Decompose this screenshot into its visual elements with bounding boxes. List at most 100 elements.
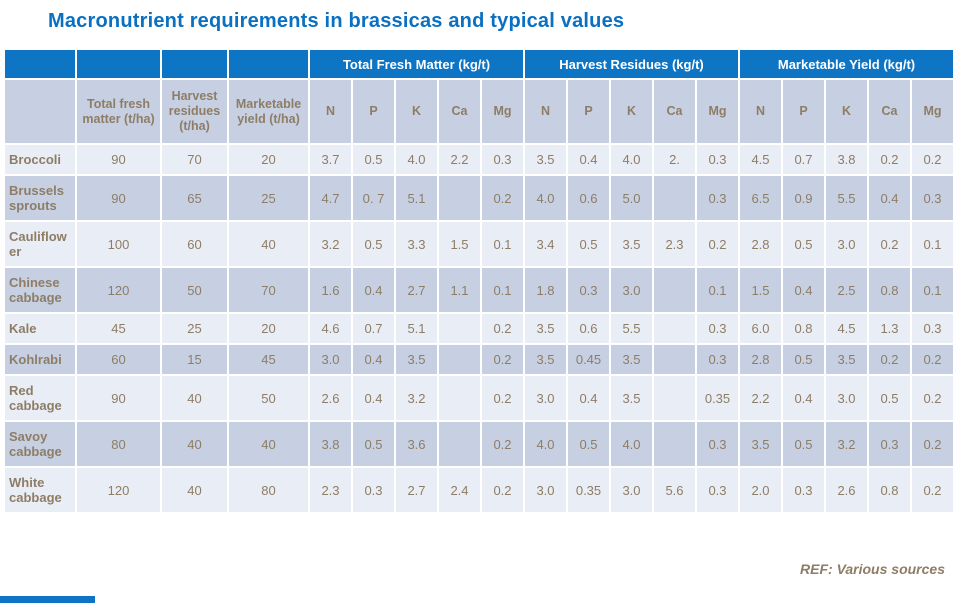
cell-my-2: 2.5 bbox=[826, 268, 867, 312]
group-header-marketable-yield: Marketable Yield (kg/t) bbox=[740, 50, 953, 78]
cell-tha-1: 40 bbox=[162, 422, 227, 466]
table-row: Savoy cabbage 80 40 40 3.8 0.5 3.6 0.2 4.0 0.5 4.0… bbox=[5, 422, 953, 466]
cell-tfm-1: 0.5 bbox=[353, 422, 394, 466]
cell-tfm-0: 3.0 bbox=[310, 345, 351, 374]
cell-tha-2: 45 bbox=[229, 345, 308, 374]
table-body: Broccoli 90 70 20 3.7 0.5 4.0 2.2 0.3 3.5 0.4 4.0 2.… bbox=[5, 145, 953, 512]
cell-my-0: 6.0 bbox=[740, 314, 781, 343]
cell-tfm-0: 2.6 bbox=[310, 376, 351, 420]
cell-my-1: 0.7 bbox=[783, 145, 824, 174]
cell-hr-0: 3.5 bbox=[525, 145, 566, 174]
cell-my-0: 2.8 bbox=[740, 345, 781, 374]
my-header-n: N bbox=[740, 80, 781, 143]
my-header-p: P bbox=[783, 80, 824, 143]
cell-tfm-0: 3.7 bbox=[310, 145, 351, 174]
sub-header-row: Total fresh matter (t/ha) Harvest residu… bbox=[5, 80, 953, 143]
table-row: Cauliflower 100 60 40 3.2 0.5 3.3 1.5 0.1 3.4 0.5 3… bbox=[5, 222, 953, 266]
header-blank-cell bbox=[77, 50, 160, 78]
cell-tfm-4: 0.2 bbox=[482, 376, 523, 420]
table-header: Total Fresh Matter (kg/t) Harvest Residu… bbox=[5, 50, 953, 143]
cell-my-2: 4.5 bbox=[826, 314, 867, 343]
cell-tfm-3 bbox=[439, 176, 480, 220]
tfm-header-mg: Mg bbox=[482, 80, 523, 143]
cell-hr-3 bbox=[654, 176, 695, 220]
hr-header-mg: Mg bbox=[697, 80, 738, 143]
cell-my-4: 0.2 bbox=[912, 145, 953, 174]
cell-tha-0: 90 bbox=[77, 176, 160, 220]
cell-hr-2: 5.0 bbox=[611, 176, 652, 220]
cell-my-3: 0.5 bbox=[869, 376, 910, 420]
table-row: Chinese cabbage 120 50 70 1.6 0.4 2.7 1.1 0.1 1.8… bbox=[5, 268, 953, 312]
cell-tfm-3 bbox=[439, 422, 480, 466]
cell-hr-3 bbox=[654, 345, 695, 374]
cell-tha-0: 60 bbox=[77, 345, 160, 374]
cell-tfm-1: 0. 7 bbox=[353, 176, 394, 220]
cell-tfm-4: 0.2 bbox=[482, 468, 523, 512]
cell-tfm-3: 1.1 bbox=[439, 268, 480, 312]
cell-hr-3 bbox=[654, 314, 695, 343]
cell-tfm-0: 1.6 bbox=[310, 268, 351, 312]
cell-tfm-0: 3.2 bbox=[310, 222, 351, 266]
cell-tfm-3 bbox=[439, 314, 480, 343]
row-label: Kale bbox=[5, 314, 75, 343]
cell-hr-0: 3.5 bbox=[525, 314, 566, 343]
cell-my-3: 0.8 bbox=[869, 268, 910, 312]
cell-my-3: 0.4 bbox=[869, 176, 910, 220]
cell-hr-2: 4.0 bbox=[611, 145, 652, 174]
cell-my-4: 0.1 bbox=[912, 222, 953, 266]
cell-tha-1: 15 bbox=[162, 345, 227, 374]
row-label: Chinese cabbage bbox=[5, 268, 75, 312]
cell-hr-3: 2.3 bbox=[654, 222, 695, 266]
cell-hr-3 bbox=[654, 376, 695, 420]
cell-hr-2: 3.0 bbox=[611, 468, 652, 512]
header-blank-cell bbox=[229, 50, 308, 78]
cell-tha-1: 40 bbox=[162, 376, 227, 420]
cell-tha-1: 65 bbox=[162, 176, 227, 220]
cell-hr-2: 4.0 bbox=[611, 422, 652, 466]
cell-hr-3: 5.6 bbox=[654, 468, 695, 512]
cell-hr-2: 3.5 bbox=[611, 222, 652, 266]
cell-hr-0: 4.0 bbox=[525, 176, 566, 220]
cell-my-0: 2.0 bbox=[740, 468, 781, 512]
cell-hr-4: 0.3 bbox=[697, 314, 738, 343]
page-title: Macronutrient requirements in brassicas … bbox=[48, 10, 625, 32]
cell-tfm-1: 0.3 bbox=[353, 468, 394, 512]
cell-my-2: 3.2 bbox=[826, 422, 867, 466]
cell-my-4: 0.1 bbox=[912, 268, 953, 312]
nutrient-table: Total Fresh Matter (kg/t) Harvest Residu… bbox=[3, 48, 955, 514]
cell-tha-0: 120 bbox=[77, 468, 160, 512]
cell-my-3: 1.3 bbox=[869, 314, 910, 343]
cell-hr-2: 5.5 bbox=[611, 314, 652, 343]
cell-tfm-4: 0.2 bbox=[482, 314, 523, 343]
row-label: Broccoli bbox=[5, 145, 75, 174]
cell-my-2: 3.0 bbox=[826, 376, 867, 420]
cell-tfm-2: 2.7 bbox=[396, 268, 437, 312]
cell-my-0: 6.5 bbox=[740, 176, 781, 220]
tfm-header-k: K bbox=[396, 80, 437, 143]
cell-tha-2: 20 bbox=[229, 145, 308, 174]
cell-tfm-2: 4.0 bbox=[396, 145, 437, 174]
cell-my-3: 0.2 bbox=[869, 145, 910, 174]
row-label: White cabbage bbox=[5, 468, 75, 512]
row-label: Cauliflower bbox=[5, 222, 75, 266]
hr-header-ca: Ca bbox=[654, 80, 695, 143]
cell-hr-4: 0.35 bbox=[697, 376, 738, 420]
cell-hr-2: 3.5 bbox=[611, 345, 652, 374]
table-row: Brussels sprouts 90 65 25 4.7 0. 7 5.1 0.2 4.0 0.… bbox=[5, 176, 953, 220]
cell-hr-3 bbox=[654, 268, 695, 312]
cell-hr-4: 0.3 bbox=[697, 176, 738, 220]
cell-my-0: 1.5 bbox=[740, 268, 781, 312]
cell-hr-4: 0.3 bbox=[697, 345, 738, 374]
cell-my-0: 2.8 bbox=[740, 222, 781, 266]
cell-hr-4: 0.1 bbox=[697, 268, 738, 312]
cell-my-0: 3.5 bbox=[740, 422, 781, 466]
cell-tfm-1: 0.7 bbox=[353, 314, 394, 343]
cell-tfm-4: 0.2 bbox=[482, 345, 523, 374]
cell-my-2: 3.5 bbox=[826, 345, 867, 374]
cell-tha-2: 50 bbox=[229, 376, 308, 420]
cell-my-4: 0.3 bbox=[912, 314, 953, 343]
cell-tha-1: 60 bbox=[162, 222, 227, 266]
cell-tfm-0: 4.7 bbox=[310, 176, 351, 220]
cell-tha-2: 70 bbox=[229, 268, 308, 312]
cell-tfm-2: 5.1 bbox=[396, 176, 437, 220]
